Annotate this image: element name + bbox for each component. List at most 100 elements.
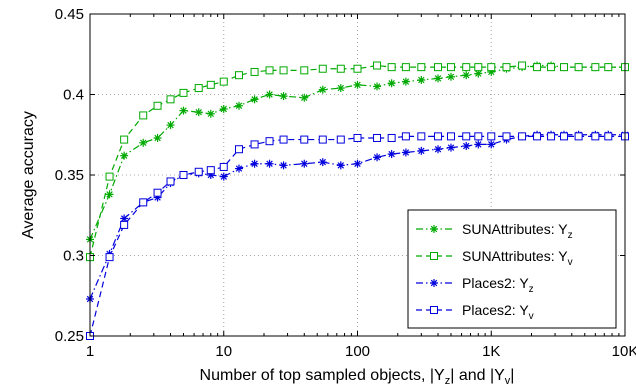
asterisk-marker <box>234 101 243 110</box>
asterisk-stroke <box>434 146 442 153</box>
square-marker <box>265 137 274 146</box>
legend-label-text: SUNAttributes: Y <box>462 248 568 264</box>
square-marker <box>446 63 455 72</box>
square-marker <box>250 67 259 76</box>
asterisk-stroke <box>280 92 287 100</box>
asterisk-marker <box>206 109 215 118</box>
asterisk-marker <box>462 71 471 80</box>
asterisk-stroke <box>388 80 395 87</box>
asterisk-stroke <box>354 160 361 167</box>
asterisk-marker <box>430 225 438 233</box>
asterisk-marker <box>234 164 243 173</box>
square-marker <box>194 167 203 176</box>
square-marker <box>401 63 410 72</box>
square-marker <box>153 101 162 110</box>
asterisk-stroke <box>301 94 308 101</box>
square-marker <box>318 135 327 144</box>
y-tick-label: 0.3 <box>63 248 84 265</box>
asterisk-stroke <box>354 81 361 89</box>
square-marker <box>434 132 443 141</box>
square-marker <box>474 132 483 141</box>
asterisk-marker <box>417 146 426 155</box>
square-marker <box>373 61 382 70</box>
x-tick-label: 10 <box>215 343 232 360</box>
square-marker <box>105 253 114 262</box>
asterisk-stroke <box>388 150 395 158</box>
asterisk-stroke <box>266 91 273 98</box>
x-tick-label: 100 <box>345 343 370 360</box>
square-marker <box>547 63 556 72</box>
square-marker <box>353 64 362 73</box>
square-marker <box>591 132 600 141</box>
asterisk-stroke <box>418 76 425 84</box>
square-marker <box>120 135 129 144</box>
asterisk-marker <box>373 153 382 162</box>
square-marker <box>139 111 148 120</box>
square-marker <box>487 63 496 72</box>
asterisk-marker <box>353 80 362 89</box>
square-marker <box>166 95 175 104</box>
asterisk-stroke <box>235 102 243 109</box>
asterisk-marker <box>387 79 396 88</box>
legend-label-subscript: v <box>568 257 573 268</box>
square-marker <box>518 132 527 141</box>
square-marker <box>417 132 426 141</box>
square-marker <box>574 132 583 141</box>
asterisk-marker <box>417 76 426 85</box>
asterisk-stroke <box>167 121 174 129</box>
legend-label-text: Places2: Y <box>462 275 529 291</box>
asterisk-stroke <box>319 158 326 166</box>
legend-label-subscript: z <box>529 284 534 295</box>
x-axis-label-prefix: Number of top sampled objects, |Y <box>200 367 445 384</box>
square-marker <box>502 132 511 141</box>
legend-label: Places2: Yv <box>462 302 534 322</box>
y-tick-label: 0.4 <box>63 87 84 104</box>
asterisk-stroke <box>463 142 470 150</box>
x-tick-label: 1K <box>482 343 500 360</box>
asterisk-marker <box>279 92 288 101</box>
y-tick-label: 0.45 <box>55 6 84 23</box>
asterisk-stroke <box>373 83 381 90</box>
square-marker <box>446 132 455 141</box>
asterisk-stroke <box>402 149 410 156</box>
asterisk-stroke <box>235 165 243 172</box>
y-tick-label: 0.25 <box>55 328 84 345</box>
square-marker <box>206 166 215 175</box>
square-marker <box>373 133 382 142</box>
x-axis-label-sub-1: z <box>445 375 451 387</box>
asterisk-marker <box>250 159 259 168</box>
square-marker <box>560 63 569 72</box>
asterisk-marker <box>387 150 396 159</box>
square-marker <box>387 63 396 72</box>
asterisk-marker <box>474 140 483 149</box>
legend-label-subscript: v <box>529 311 534 322</box>
asterisk-stroke <box>301 160 308 167</box>
square-marker <box>430 306 438 314</box>
asterisk-marker <box>300 93 309 102</box>
square-marker <box>417 63 426 72</box>
square-marker <box>166 177 175 186</box>
asterisk-marker <box>318 85 327 94</box>
asterisk-stroke <box>488 141 495 148</box>
asterisk-stroke <box>195 108 202 116</box>
square-marker <box>401 132 410 141</box>
asterisk-marker <box>462 142 471 151</box>
asterisk-stroke <box>337 84 345 92</box>
square-marker <box>574 63 583 72</box>
square-marker <box>462 63 471 72</box>
square-marker <box>219 77 228 86</box>
asterisk-marker <box>446 72 455 81</box>
square-marker <box>387 133 396 142</box>
square-marker <box>353 133 362 142</box>
square-marker <box>279 66 288 75</box>
x-tick-label: 10K <box>612 343 636 360</box>
asterisk-stroke <box>418 147 425 155</box>
asterisk-stroke <box>463 71 470 79</box>
asterisk-stroke <box>140 139 147 147</box>
asterisk-stroke <box>434 75 442 82</box>
square-marker <box>487 132 496 141</box>
asterisk-stroke <box>337 162 345 169</box>
square-marker <box>300 135 309 144</box>
